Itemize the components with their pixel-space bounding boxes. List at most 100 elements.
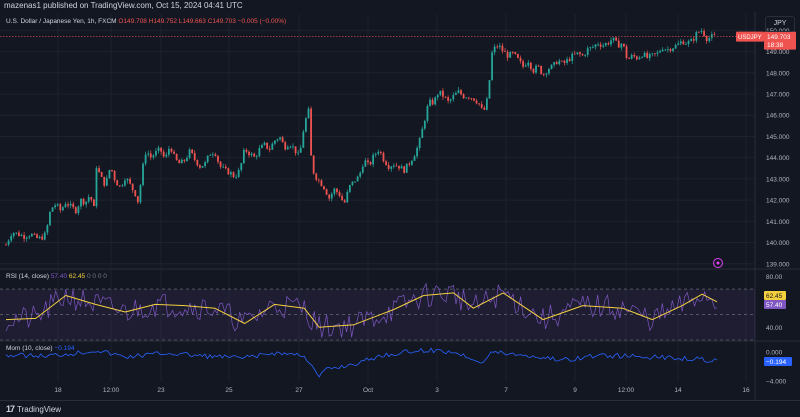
candle-body	[573, 53, 576, 55]
candle-body	[242, 149, 245, 164]
candle-body	[175, 153, 178, 161]
candle-body	[635, 56, 638, 60]
candle-body	[392, 165, 395, 167]
tradingview-logo[interactable]: 17 TradingView	[6, 404, 61, 414]
candle-body	[509, 52, 512, 58]
rsi-tag-value: 57.40	[766, 302, 783, 309]
candle-body	[382, 152, 385, 162]
candle-body	[281, 137, 284, 143]
candle-body	[121, 185, 124, 187]
candle-body	[405, 163, 408, 173]
candle-body	[710, 34, 713, 39]
candle-body	[302, 131, 305, 148]
candle-body	[496, 46, 499, 48]
candle-body	[312, 155, 315, 174]
price-tag-countdown: 18:38	[767, 42, 784, 49]
candle-body	[550, 64, 553, 69]
candle-body	[299, 147, 302, 153]
candle-body	[563, 60, 566, 63]
candle-body	[436, 95, 439, 98]
price-tick-label: 144.000	[766, 155, 790, 162]
candle-body	[377, 151, 380, 154]
candle-body	[682, 41, 685, 45]
candle-body	[85, 201, 88, 205]
candle-body	[292, 146, 294, 148]
candle-body	[95, 168, 98, 207]
candle-body	[485, 98, 488, 110]
candle-body	[348, 185, 351, 192]
candle-body	[659, 51, 662, 53]
alert-marker-icon	[713, 258, 723, 268]
candle-body	[524, 65, 527, 67]
candle-body	[224, 166, 227, 169]
candle-body	[586, 48, 589, 55]
candle-body	[162, 151, 165, 157]
candle-body	[64, 204, 67, 208]
candle-body	[54, 205, 57, 208]
candle-body	[82, 198, 85, 205]
candle-body	[651, 53, 654, 55]
candle-body	[61, 207, 64, 211]
candle-body	[568, 59, 571, 61]
candle-body	[124, 180, 126, 186]
candle-body	[687, 41, 690, 45]
candle-body	[165, 154, 168, 157]
candle-body	[69, 203, 72, 206]
candle-body	[28, 236, 31, 238]
ohlc-close: C149.703	[207, 18, 236, 25]
candle-body	[584, 54, 587, 56]
candle-body	[305, 118, 307, 132]
rsi-legend-value: 57.40	[50, 273, 68, 280]
candle-body	[136, 196, 139, 203]
candle-body	[118, 185, 121, 187]
candle-body	[90, 197, 93, 200]
candle-body	[439, 90, 442, 96]
candle-body	[411, 160, 413, 165]
candle-body	[20, 234, 23, 236]
candle-body	[542, 74, 545, 75]
candle-body	[703, 31, 705, 36]
candle-body	[462, 94, 465, 99]
candle-body	[638, 57, 641, 60]
candle-body	[10, 236, 13, 241]
candle-body	[566, 59, 568, 63]
ohlc-open: O149.708	[118, 18, 147, 25]
symbol-title: U.S. Dollar / Japanese Yen, 1h, FXCM	[6, 18, 117, 25]
candle-body	[43, 232, 46, 240]
candle-body	[317, 179, 320, 181]
candle-body	[59, 204, 62, 211]
candle-body	[261, 144, 263, 149]
rsi-ma-tag	[764, 291, 786, 300]
candle-body	[576, 52, 579, 54]
candle-body	[235, 177, 238, 178]
candle-body	[286, 147, 289, 150]
main-legend: U.S. Dollar / Japanese Yen, 1h, FXCM O14…	[6, 18, 286, 25]
candle-body	[46, 225, 49, 233]
candle-body	[501, 45, 504, 52]
candle-body	[18, 232, 20, 236]
candle-body	[610, 40, 612, 45]
candle-body	[36, 234, 38, 239]
candle-body	[152, 155, 155, 158]
time-tick-label: 14	[674, 387, 682, 394]
candle-body	[594, 44, 597, 48]
candle-body	[294, 146, 297, 154]
price-tag-value: 149.703	[767, 34, 791, 41]
currency-button[interactable]: JPY	[765, 16, 795, 32]
candle-body	[677, 43, 680, 45]
candle-body	[258, 148, 261, 157]
candle-body	[87, 197, 90, 202]
candle-body	[30, 233, 33, 237]
candle-body	[266, 142, 269, 149]
candle-body	[449, 99, 452, 101]
candle-body	[116, 180, 119, 186]
candle-body	[72, 203, 75, 208]
candle-body	[537, 65, 540, 67]
candle-body	[268, 148, 271, 150]
candle-body	[217, 155, 219, 162]
candle-body	[155, 151, 157, 156]
candle-body	[206, 155, 209, 163]
candle-body	[276, 139, 279, 141]
candle-body	[395, 165, 398, 167]
candle-body	[442, 90, 444, 97]
